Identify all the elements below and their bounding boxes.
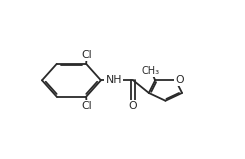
Text: NH: NH xyxy=(106,75,122,85)
Text: Cl: Cl xyxy=(81,50,92,60)
Text: CH₃: CH₃ xyxy=(141,66,159,76)
Text: Cl: Cl xyxy=(81,101,92,111)
Text: O: O xyxy=(129,101,137,111)
Text: O: O xyxy=(176,75,184,85)
